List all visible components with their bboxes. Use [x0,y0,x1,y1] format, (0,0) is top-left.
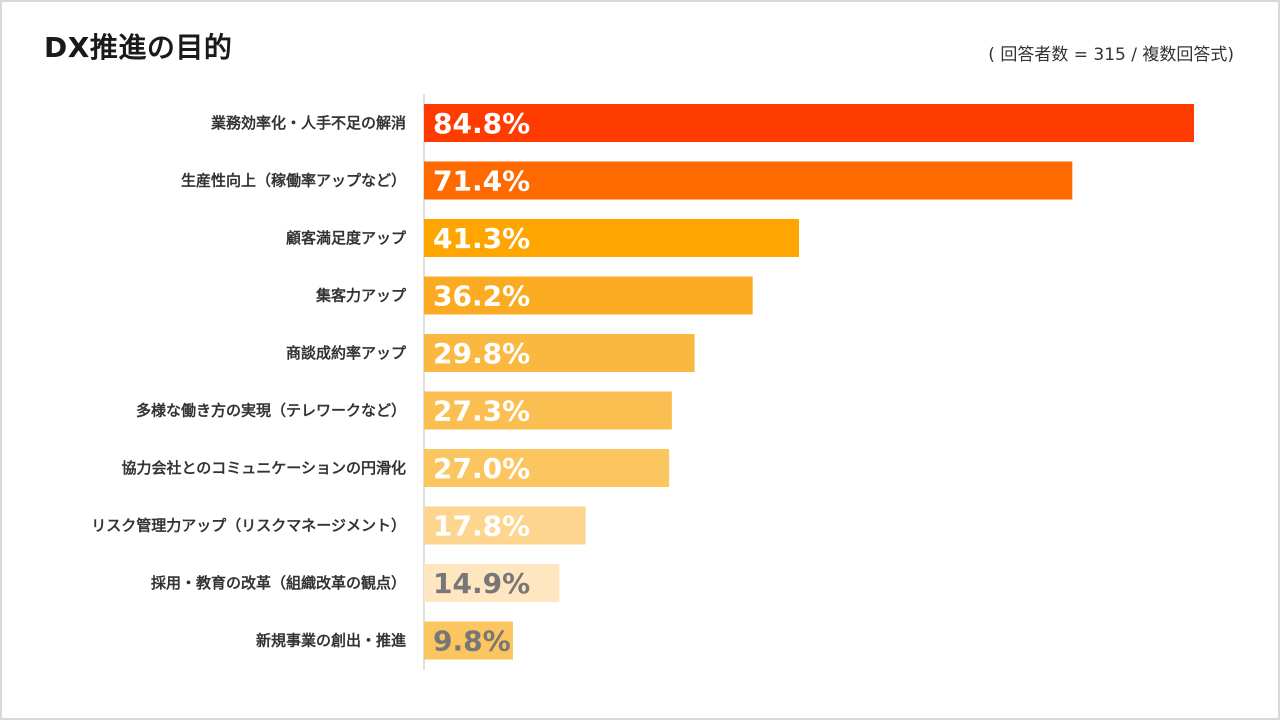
value-label: 9.8% [433,625,511,658]
category-label: 集客力アップ [315,287,407,305]
category-label: 多様な働き方の実現（テレワークなど） [136,402,406,420]
bar [424,621,513,660]
respondent-note: ( 回答者数 = 315 / 複数回答式) [988,45,1234,65]
value-label: 27.3% [433,395,530,428]
bar [424,276,753,315]
category-label: リスク管理力アップ（リスクマネージメント） [91,517,406,535]
category-label: 顧客満足度アップ [286,229,407,247]
category-label: 業務効率化・人手不足の解消 [210,114,406,132]
value-label: 71.4% [433,165,530,198]
value-label: 14.9% [433,567,530,600]
bar [424,449,670,487]
bar [424,161,1073,200]
value-label: 84.8% [433,107,530,140]
bar [424,219,800,257]
category-label: 商談成約率アップ [286,344,407,362]
value-label: 36.2% [433,280,530,313]
value-label: 17.8% [433,510,530,543]
bar [424,506,586,545]
value-label: 29.8% [433,337,530,370]
value-label: 27.0% [433,452,530,485]
chart-title: DX推進の目的 [44,31,233,64]
bar [424,391,672,430]
bar [424,564,560,602]
category-label: 新規事業の創出・推進 [256,632,407,650]
category-label: 生産性向上（稼働率アップなど） [181,172,406,190]
category-label: 採用・教育の改革（組織改革の観点） [151,574,406,592]
category-label: 協力会社とのコミュニケーションの円滑化 [121,459,406,477]
value-label: 41.3% [433,222,530,255]
bar [424,104,1194,142]
bar [424,334,695,372]
